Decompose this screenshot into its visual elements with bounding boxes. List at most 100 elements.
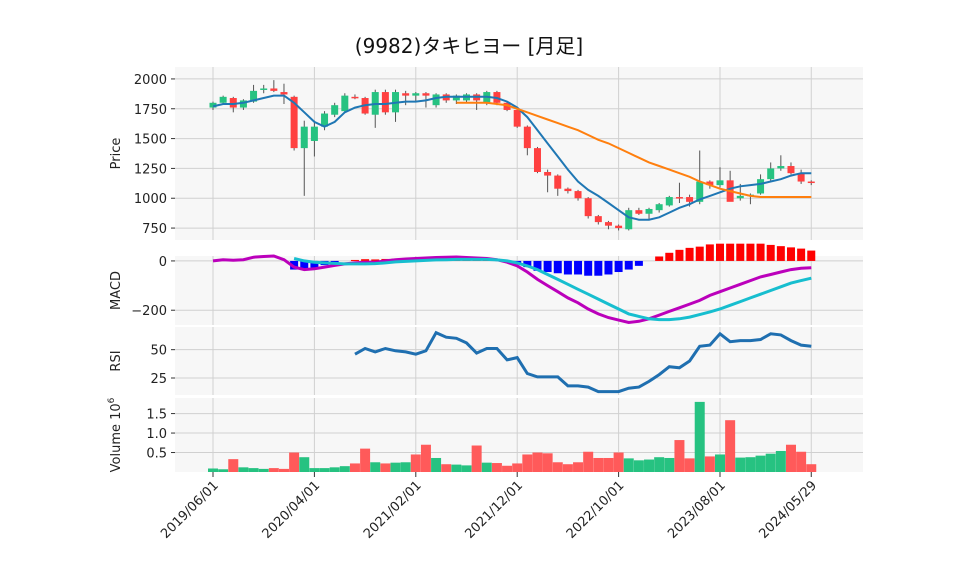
candle-body [574, 191, 582, 199]
rsi-line [354, 330, 812, 394]
volume-bar [684, 458, 695, 472]
volume-bar [512, 463, 523, 472]
volume-bar [613, 452, 624, 472]
volume-bar [481, 462, 492, 472]
candle-body [300, 126, 308, 149]
macd-histogram-bar [563, 260, 572, 275]
candle-body [239, 100, 247, 108]
candle-body [331, 105, 339, 115]
candle-body [716, 180, 724, 186]
macd-histogram-bar [604, 260, 613, 275]
candle-body [767, 168, 775, 180]
candle-body [209, 102, 217, 108]
volume-bar [562, 464, 573, 472]
candle-body [554, 175, 562, 189]
candle-body [260, 88, 268, 90]
volume-bar [542, 453, 553, 472]
candle-body [635, 210, 643, 214]
macd-ytick-label: 0 [159, 255, 167, 270]
volume-bar [208, 468, 218, 472]
x-tick-label: 2021/12/01 [462, 478, 526, 542]
candle-body [523, 126, 531, 149]
candle-body [696, 181, 704, 202]
macd-histogram-bar [310, 260, 319, 268]
price-panel-background [175, 67, 863, 240]
volume-bar [735, 457, 746, 472]
candle-body [412, 93, 420, 96]
macd-histogram-bar [705, 244, 714, 261]
volume-bar [370, 462, 381, 472]
candle-body [665, 197, 673, 206]
candle-body [402, 93, 410, 96]
volume-bar [238, 467, 249, 472]
volume-bar [278, 468, 289, 472]
macd-histogram-bar [371, 259, 380, 261]
volume-bar [461, 465, 472, 472]
volume-bar [258, 468, 269, 472]
volume-bar [765, 453, 776, 472]
volume-bar [299, 457, 310, 472]
macd-histogram-bar [695, 246, 704, 261]
x-tick-label: 2020/04/01 [260, 478, 324, 542]
macd-histogram-bar [624, 260, 633, 270]
candle-body [615, 225, 623, 229]
macd-histogram-bar [574, 260, 583, 275]
macd-histogram-bar [766, 244, 775, 261]
macd-histogram-bar [756, 243, 765, 261]
volume-bar [725, 420, 736, 472]
volume-bar [451, 464, 462, 472]
volume-bar [420, 444, 431, 472]
rsi-ytick-label: 50 [150, 344, 167, 359]
candle-body [757, 179, 765, 194]
volume-bar [441, 464, 452, 472]
price-ytick-label: 750 [142, 222, 167, 237]
volume-bar [491, 463, 502, 472]
macd-histogram-bar [523, 260, 532, 268]
macd-axis-label: MACD [109, 271, 124, 310]
candle-body [584, 198, 592, 217]
candle-body [777, 166, 785, 169]
volume-bar [319, 468, 330, 472]
volume-bar [583, 451, 594, 472]
volume-bar [806, 464, 817, 472]
candle-body [280, 92, 288, 95]
rsi-axis-label: RSI [109, 350, 124, 371]
volume-bar [715, 454, 725, 472]
chart-title: (9982)タキヒヨー [月足] [354, 34, 584, 58]
candle-body [675, 197, 683, 199]
volume-bar [390, 462, 401, 472]
price-ytick-label: 2000 [134, 73, 167, 88]
x-tick-label: 2024/05/29 [756, 478, 820, 542]
candle-body [594, 216, 602, 223]
macd-histogram-bar [665, 252, 674, 261]
candle-body [604, 222, 612, 226]
macd-histogram-bar [533, 260, 542, 271]
price-axis-label: Price [109, 138, 124, 170]
volume-bar [289, 452, 300, 472]
volume-bar [775, 450, 786, 472]
macd-histogram-bar [350, 259, 359, 261]
volume-bar [329, 467, 340, 472]
macd-histogram-bar [543, 260, 552, 273]
x-tick-label: 2019/06/01 [158, 478, 222, 542]
volume-bar [552, 462, 563, 472]
candle-body [452, 95, 460, 101]
volume-bar [745, 457, 756, 472]
volume-ytick-label: 1.5 [146, 408, 167, 423]
price-ytick-label: 1000 [134, 192, 167, 207]
volume-ytick-label: 1.0 [146, 427, 167, 442]
volume-bar [380, 463, 391, 472]
macd-histogram-bar [614, 260, 623, 273]
macd-histogram-bar [736, 243, 745, 261]
candle-body [250, 90, 258, 102]
candle-body [270, 88, 278, 91]
candle-body [229, 98, 237, 108]
volume-bar [603, 457, 614, 472]
ma-short-line [212, 94, 812, 221]
candle-body [533, 148, 541, 172]
macd-histogram-bar [290, 260, 299, 270]
volume-bar [623, 458, 634, 472]
macd-histogram-bar [716, 243, 724, 261]
